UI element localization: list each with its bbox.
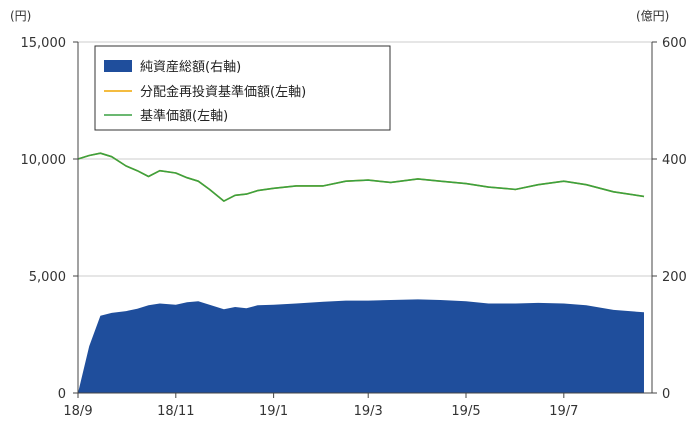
left-axis-unit: (円) (10, 9, 31, 23)
series-line-nav (77, 152, 645, 202)
axis-layer: (円) (億円) 15,000 10,000 5,000 0 600 400 200 0 18/… (10, 9, 687, 419)
legend-swatch-nav-total (104, 60, 132, 72)
right-tick-label: 600 (662, 36, 687, 51)
area-layer (78, 299, 644, 393)
line-layer (77, 152, 645, 202)
x-tick-label: 19/7 (549, 404, 578, 419)
left-tick-label: 15,000 (21, 36, 67, 51)
x-tick-label: 19/5 (451, 404, 480, 419)
series-area-nav-total (78, 299, 644, 393)
left-tick-label: 10,000 (21, 153, 67, 168)
legend-label-nav: 基準価額(左軸) (140, 108, 228, 124)
right-tick-label: 0 (662, 387, 670, 402)
legend-label-reinvested: 分配金再投資基準価額(左軸) (140, 84, 306, 100)
grid-layer (78, 41, 652, 277)
right-tick-label: 200 (662, 270, 687, 285)
x-tick-label: 19/1 (259, 404, 288, 419)
right-axis-unit: (億円) (636, 9, 669, 23)
series-line-reinvested (77, 152, 645, 202)
legend-label-nav-total: 純資産総額(右軸) (140, 59, 241, 75)
x-tick-label: 18/11 (157, 404, 194, 419)
left-tick-label: 5,000 (29, 270, 66, 285)
x-tick-label: 18/9 (63, 404, 92, 419)
left-tick-label: 0 (58, 387, 66, 402)
legend: 純資産総額(右軸) 分配金再投資基準価額(左軸) 基準価額(左軸) (94, 45, 391, 131)
legend-box (94, 45, 391, 131)
x-tick-label: 19/3 (354, 404, 383, 419)
right-tick-label: 400 (662, 153, 687, 168)
